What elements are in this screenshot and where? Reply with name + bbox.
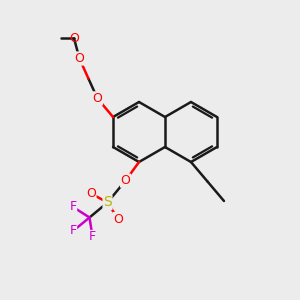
Text: O: O (86, 187, 96, 200)
Text: O: O (121, 174, 130, 187)
Text: F: F (70, 224, 76, 238)
Text: O: O (69, 32, 79, 45)
Text: F: F (70, 200, 76, 214)
Text: O: O (92, 92, 102, 105)
Text: S: S (103, 196, 112, 209)
Text: O: O (74, 52, 84, 65)
Text: O: O (113, 212, 123, 226)
Text: F: F (89, 230, 96, 244)
